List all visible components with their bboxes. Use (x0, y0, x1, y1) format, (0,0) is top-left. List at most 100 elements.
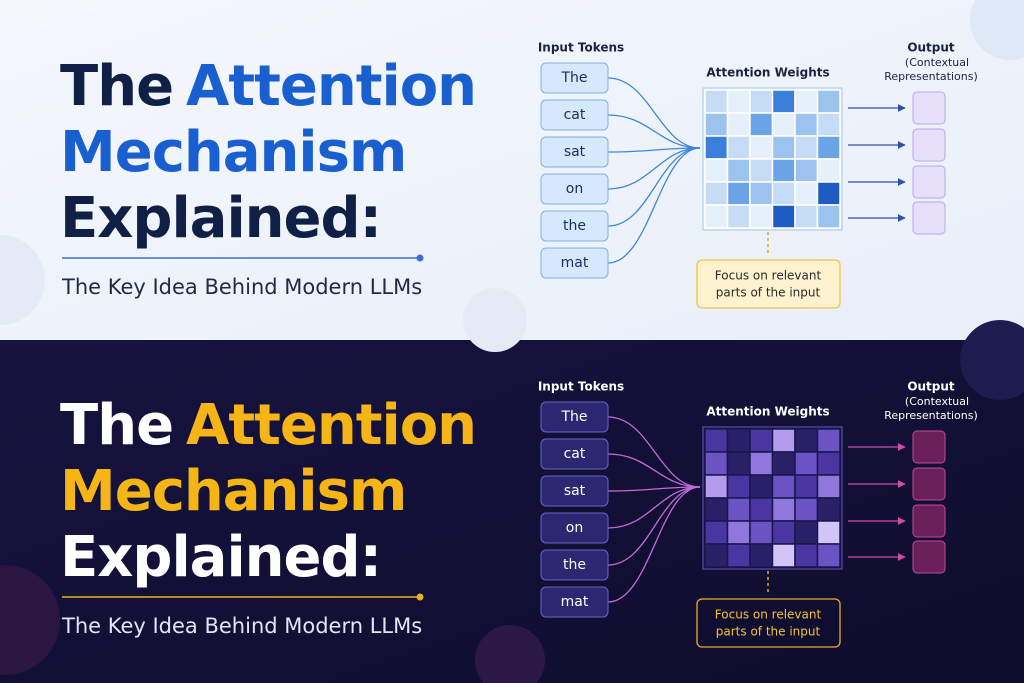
input-label: Input Tokens (538, 380, 624, 394)
weight-cell (794, 112, 819, 137)
subtitle: The Key Idea Behind Modern LLMs (61, 275, 422, 299)
weight-cell (749, 520, 774, 545)
output-box (912, 467, 946, 501)
connector (607, 114, 701, 149)
weight-cell (726, 451, 751, 476)
output-box (912, 91, 946, 125)
weight-cell (794, 89, 819, 114)
divider-dot (416, 593, 424, 601)
weight-cell (771, 520, 796, 545)
decor (463, 288, 527, 352)
output-label: Output (907, 380, 955, 394)
token-box (540, 173, 609, 205)
title-line: Explained: (60, 186, 381, 251)
weight-cell (704, 428, 729, 453)
output-note: Representations) (884, 409, 978, 422)
weight-cell (771, 135, 796, 160)
weight-cell (749, 89, 774, 114)
token-box (540, 247, 609, 279)
weight-cell (816, 497, 841, 522)
token: mat (561, 255, 589, 271)
weight-cell (726, 474, 751, 499)
weight-cell (704, 135, 729, 160)
weight-cell (794, 451, 819, 476)
weight-cell (771, 112, 796, 137)
weight-cell (771, 204, 796, 229)
token: the (563, 218, 586, 234)
weight-cell (771, 158, 796, 183)
token: on (566, 520, 583, 536)
weight-cell (771, 543, 796, 568)
weight-cell (816, 428, 841, 453)
weight-cell (794, 181, 819, 206)
token-box (540, 210, 609, 242)
weight-cell (749, 158, 774, 183)
focus-box (696, 259, 841, 309)
weight-cell (704, 474, 729, 499)
weight-cell (726, 135, 751, 160)
weight-cell (749, 204, 774, 229)
weight-cell (816, 520, 841, 545)
weight-cell (816, 543, 841, 568)
weight-cell (794, 428, 819, 453)
weight-cell (726, 181, 751, 206)
token: cat (564, 107, 586, 123)
focus-note: Focus on relevant (715, 269, 822, 283)
token: cat (564, 446, 586, 462)
token: sat (564, 483, 586, 499)
connector (607, 147, 701, 190)
decor (970, 0, 1024, 60)
subtitle: The Key Idea Behind Modern LLMs (61, 614, 422, 638)
output-label: Output (907, 41, 955, 55)
token-box (540, 438, 609, 470)
input-label: Input Tokens (538, 41, 624, 55)
token-box (540, 401, 609, 433)
token: the (563, 557, 586, 573)
weight-cell (771, 474, 796, 499)
focus-note: Focus on relevant (715, 608, 822, 622)
decor (0, 565, 60, 675)
grid-frame (702, 426, 843, 570)
title-word: The (60, 393, 173, 458)
token-box (540, 549, 609, 581)
weight-cell (704, 497, 729, 522)
connector (607, 486, 701, 566)
decor (0, 235, 45, 325)
weight-cell (794, 135, 819, 160)
weights-label: Attention Weights (706, 66, 829, 80)
weight-cell (749, 135, 774, 160)
connector (607, 416, 701, 488)
weight-cell (794, 204, 819, 229)
output-note: (Contextual (905, 56, 969, 69)
weight-cell (816, 474, 841, 499)
focus-note: parts of the input (716, 625, 821, 639)
weight-cell (749, 451, 774, 476)
weight-cell (771, 451, 796, 476)
output-box (912, 504, 946, 538)
output-note: Representations) (884, 70, 978, 83)
weight-cell (704, 543, 729, 568)
token-box (540, 99, 609, 131)
weight-cell (816, 89, 841, 114)
output-box (912, 540, 946, 574)
weight-cell (771, 497, 796, 522)
grid-frame (702, 87, 843, 231)
weight-cell (704, 520, 729, 545)
weight-cell (726, 543, 751, 568)
weight-cell (704, 158, 729, 183)
weight-cell (704, 451, 729, 476)
token-box (540, 475, 609, 507)
connector (607, 147, 701, 227)
title-word: The (60, 54, 173, 119)
output-box (912, 165, 946, 199)
connector (607, 453, 701, 488)
weight-cell (771, 89, 796, 114)
weight-cell (726, 89, 751, 114)
weight-cell (726, 497, 751, 522)
weight-cell (816, 135, 841, 160)
connector (607, 147, 701, 264)
panel-light (0, 0, 1024, 340)
